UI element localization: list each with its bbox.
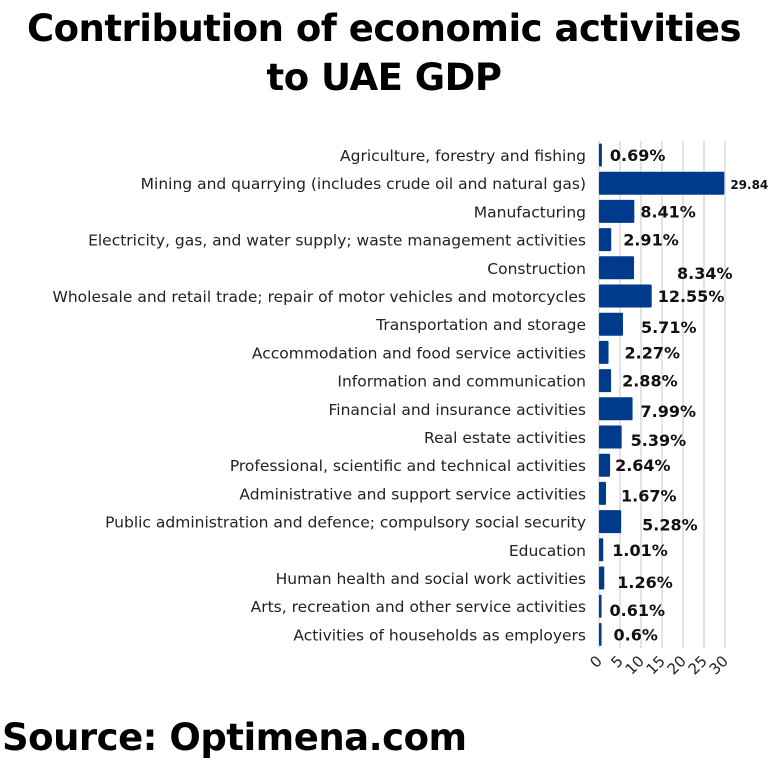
category-label: Professional, scientific and technical a… [230, 457, 586, 475]
bar[interactable] [599, 284, 652, 308]
data-label: 29.84 [730, 178, 768, 192]
category-label: Activities of households as employers [293, 626, 586, 644]
data-label: 12.55% [658, 287, 725, 306]
data-label: 0.61% [610, 601, 666, 620]
category-label: Agriculture, forestry and fishing [340, 147, 586, 165]
data-label: 2.64% [615, 456, 671, 475]
data-label: 5.71% [641, 318, 697, 337]
bar[interactable] [599, 622, 602, 646]
category-label: Mining and quarrying (includes crude oil… [141, 175, 586, 193]
category-label: Transportation and storage [375, 316, 586, 334]
data-label: 0.6% [614, 625, 658, 644]
category-label: Education [509, 542, 586, 560]
category-label: Real estate activities [424, 429, 586, 447]
bar[interactable] [599, 594, 602, 618]
data-label: 7.99% [641, 402, 697, 421]
chart-title: Contribution of economic activities to U… [26, 7, 742, 99]
category-label: Wholesale and retail trade; repair of mo… [53, 288, 587, 306]
category-label: Information and communication [337, 373, 586, 391]
bar[interactable] [599, 171, 725, 195]
bar[interactable] [599, 538, 604, 562]
x-tick-label: 30 [706, 652, 732, 678]
bar[interactable] [599, 510, 622, 534]
data-label: 5.39% [631, 431, 687, 450]
category-label: Human health and social work activities [276, 570, 586, 588]
category-label: Financial and insurance activities [329, 401, 586, 419]
data-label: 1.26% [617, 573, 673, 592]
bar[interactable] [599, 425, 622, 449]
bar[interactable] [599, 312, 623, 336]
bar[interactable] [599, 199, 635, 223]
bar[interactable] [599, 143, 602, 167]
x-tick-label: 0 [586, 652, 605, 671]
bar[interactable] [599, 228, 612, 252]
data-label: 5.28% [642, 516, 698, 535]
bar[interactable] [599, 397, 633, 421]
bar[interactable] [599, 369, 612, 393]
category-label: Manufacturing [474, 203, 586, 221]
data-label: 2.88% [622, 372, 678, 391]
data-label: 2.91% [623, 231, 679, 250]
data-label: 1.67% [621, 486, 677, 505]
bar[interactable] [599, 256, 635, 280]
data-label: 2.27% [625, 343, 681, 362]
category-label: Accommodation and food service activitie… [252, 344, 586, 362]
category-label: Administrative and support service activ… [239, 485, 586, 503]
category-label: Construction [487, 260, 586, 278]
category-label: Arts, recreation and other service activ… [251, 598, 586, 616]
data-label: 8.41% [640, 202, 696, 221]
bar[interactable] [599, 481, 607, 505]
bar[interactable] [599, 340, 609, 364]
source-caption: Source: Optimena.com [2, 716, 467, 759]
category-label: Electricity, gas, and water supply; wast… [88, 232, 586, 250]
bar[interactable] [599, 453, 611, 477]
data-label: 8.34% [677, 264, 733, 283]
category-label: Public administration and defence; compu… [105, 514, 586, 532]
data-label: 1.01% [612, 541, 668, 560]
data-label: 0.69% [610, 146, 666, 165]
bar[interactable] [599, 566, 605, 590]
